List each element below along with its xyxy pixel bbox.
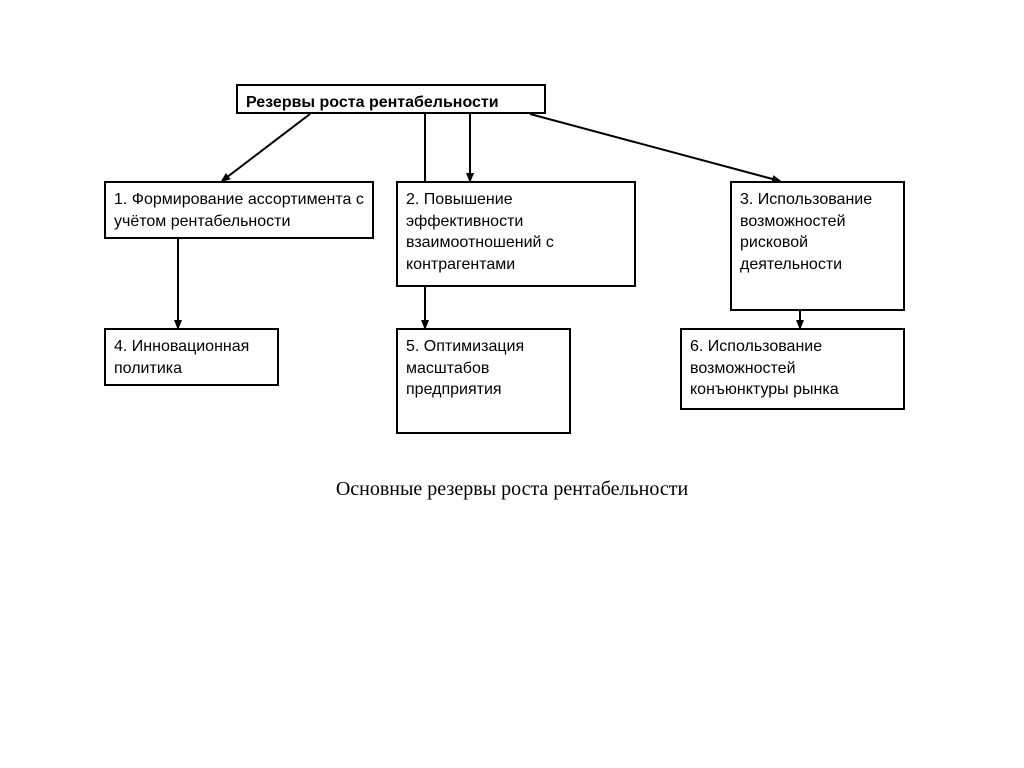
- diagram-canvas: Резервы роста рентабельности 1. Формиров…: [0, 0, 1024, 768]
- root-label: Резервы роста рентабельности: [246, 94, 499, 111]
- node-5-label: 5. Оптимизация масштабов предприятия: [406, 338, 524, 398]
- node-3-label: 3. Использование возможностей рисковой д…: [740, 191, 872, 273]
- node-5: 5. Оптимизация масштабов предприятия: [396, 328, 571, 434]
- node-3: 3. Использование возможностей рисковой д…: [730, 181, 905, 311]
- diagram-caption: Основные резервы роста рентабельности: [0, 478, 1024, 501]
- node-4-label: 4. Инновационная политика: [114, 338, 249, 377]
- root-node: Резервы роста рентабельности: [236, 84, 546, 114]
- node-4: 4. Инновационная политика: [104, 328, 279, 386]
- node-6: 6. Использование возможностей конъюнктур…: [680, 328, 905, 410]
- node-1-label: 1. Формирование ассортимента с учётом ре…: [114, 191, 364, 230]
- node-2-label: 2. Повышение эффективности взаимоотношен…: [406, 191, 554, 273]
- node-1: 1. Формирование ассортимента с учётом ре…: [104, 181, 374, 239]
- node-2: 2. Повышение эффективности взаимоотношен…: [396, 181, 636, 287]
- caption-text: Основные резервы роста рентабельности: [336, 478, 688, 500]
- node-6-label: 6. Использование возможностей конъюнктур…: [690, 338, 839, 398]
